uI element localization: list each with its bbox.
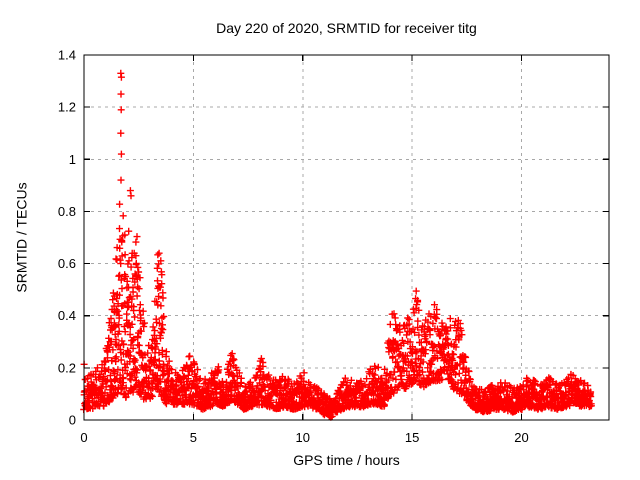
y-tick-label: 0.2 xyxy=(58,360,76,375)
x-axis-label: GPS time / hours xyxy=(293,452,400,468)
x-tick-label: 0 xyxy=(80,430,87,445)
x-tick-label: 5 xyxy=(190,430,197,445)
y-tick-label: 0.8 xyxy=(58,204,76,219)
x-tick-label: 10 xyxy=(296,430,310,445)
y-tick-label: 1 xyxy=(69,152,76,167)
plot-border xyxy=(83,54,610,421)
y-tick-label: 0.4 xyxy=(58,308,76,323)
y-tick-label: 1.2 xyxy=(58,100,76,115)
x-tick-label: 20 xyxy=(514,430,528,445)
y-tick-label: 0 xyxy=(69,413,76,428)
y-tick-label: 0.6 xyxy=(58,256,76,271)
x-tick-label: 15 xyxy=(405,430,419,445)
y-tick-label: 1.4 xyxy=(58,48,76,63)
chart-title: Day 220 of 2020, SRMTID for receiver tit… xyxy=(216,20,477,36)
